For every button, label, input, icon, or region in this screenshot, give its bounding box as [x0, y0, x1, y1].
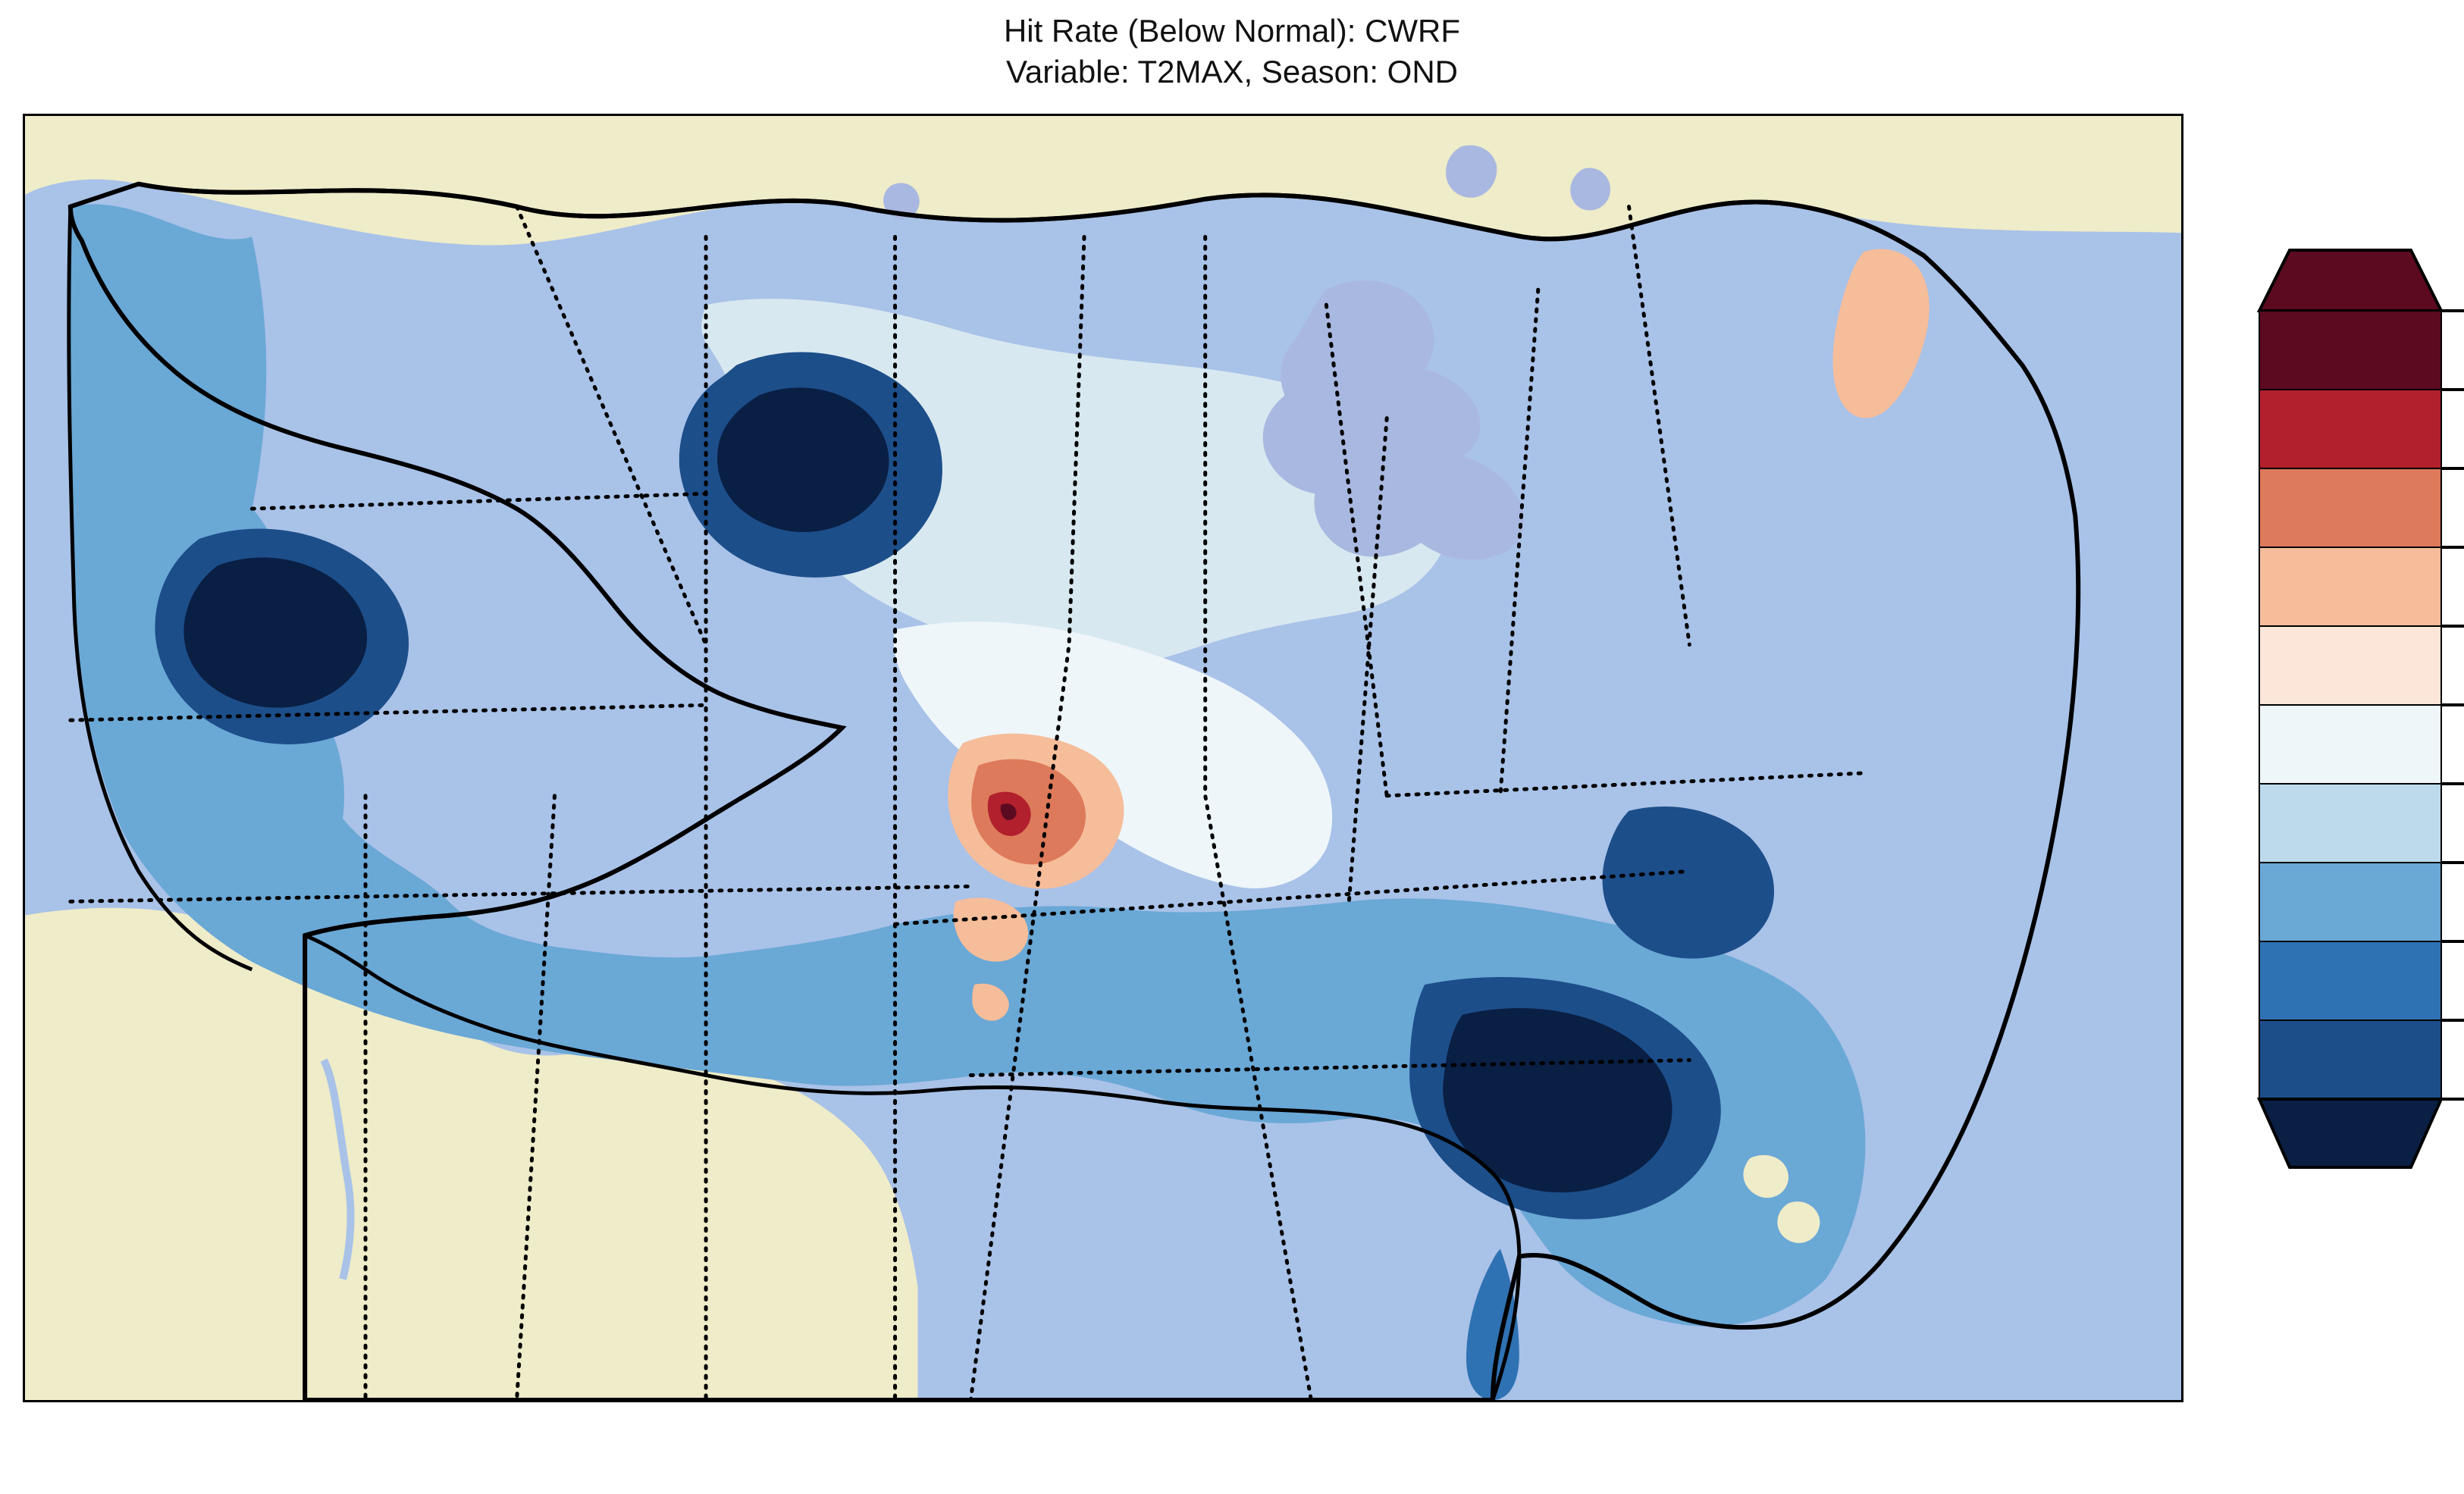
colorbar-band-9	[2259, 390, 2441, 468]
colorbar-ticks	[2441, 311, 2464, 1099]
colorbar-band-8	[2259, 468, 2441, 547]
hit-rate-map-page: Hit Rate (Below Normal): CWRF Variable: …	[0, 0, 2464, 1494]
colorbar-band-7	[2259, 547, 2441, 626]
colorbar-band-6	[2259, 626, 2441, 705]
colorbar-band-1	[2259, 1020, 2441, 1099]
colorbar-band-10	[2259, 311, 2441, 390]
choropleth-map-svg	[25, 116, 2181, 1400]
colorbar-band-4	[2259, 784, 2441, 863]
chart-title: Hit Rate (Below Normal): CWRF Variable: …	[0, 11, 2464, 92]
colorbar-svg: 1.0 0.9 0.8 0.7 0.6 0.5 0.4 0.3 0.2 0.1 …	[2259, 250, 2464, 1251]
colorbar-cap-top	[2259, 250, 2441, 311]
colorbar-cap-bottom	[2259, 1099, 2441, 1167]
colorbar-band-3	[2259, 863, 2441, 941]
colorbar-legend: 1.0 0.9 0.8 0.7 0.6 0.5 0.4 0.3 0.2 0.1 …	[2259, 250, 2464, 1251]
title-line-1: Hit Rate (Below Normal): CWRF	[0, 11, 2464, 52]
title-line-2: Variable: T2MAX, Season: OND	[0, 52, 2464, 92]
colorbar-band-5	[2259, 705, 2441, 784]
map-plot-area	[23, 114, 2183, 1402]
colorbar-band-2	[2259, 941, 2441, 1020]
rockies-darkest-core	[717, 387, 889, 532]
